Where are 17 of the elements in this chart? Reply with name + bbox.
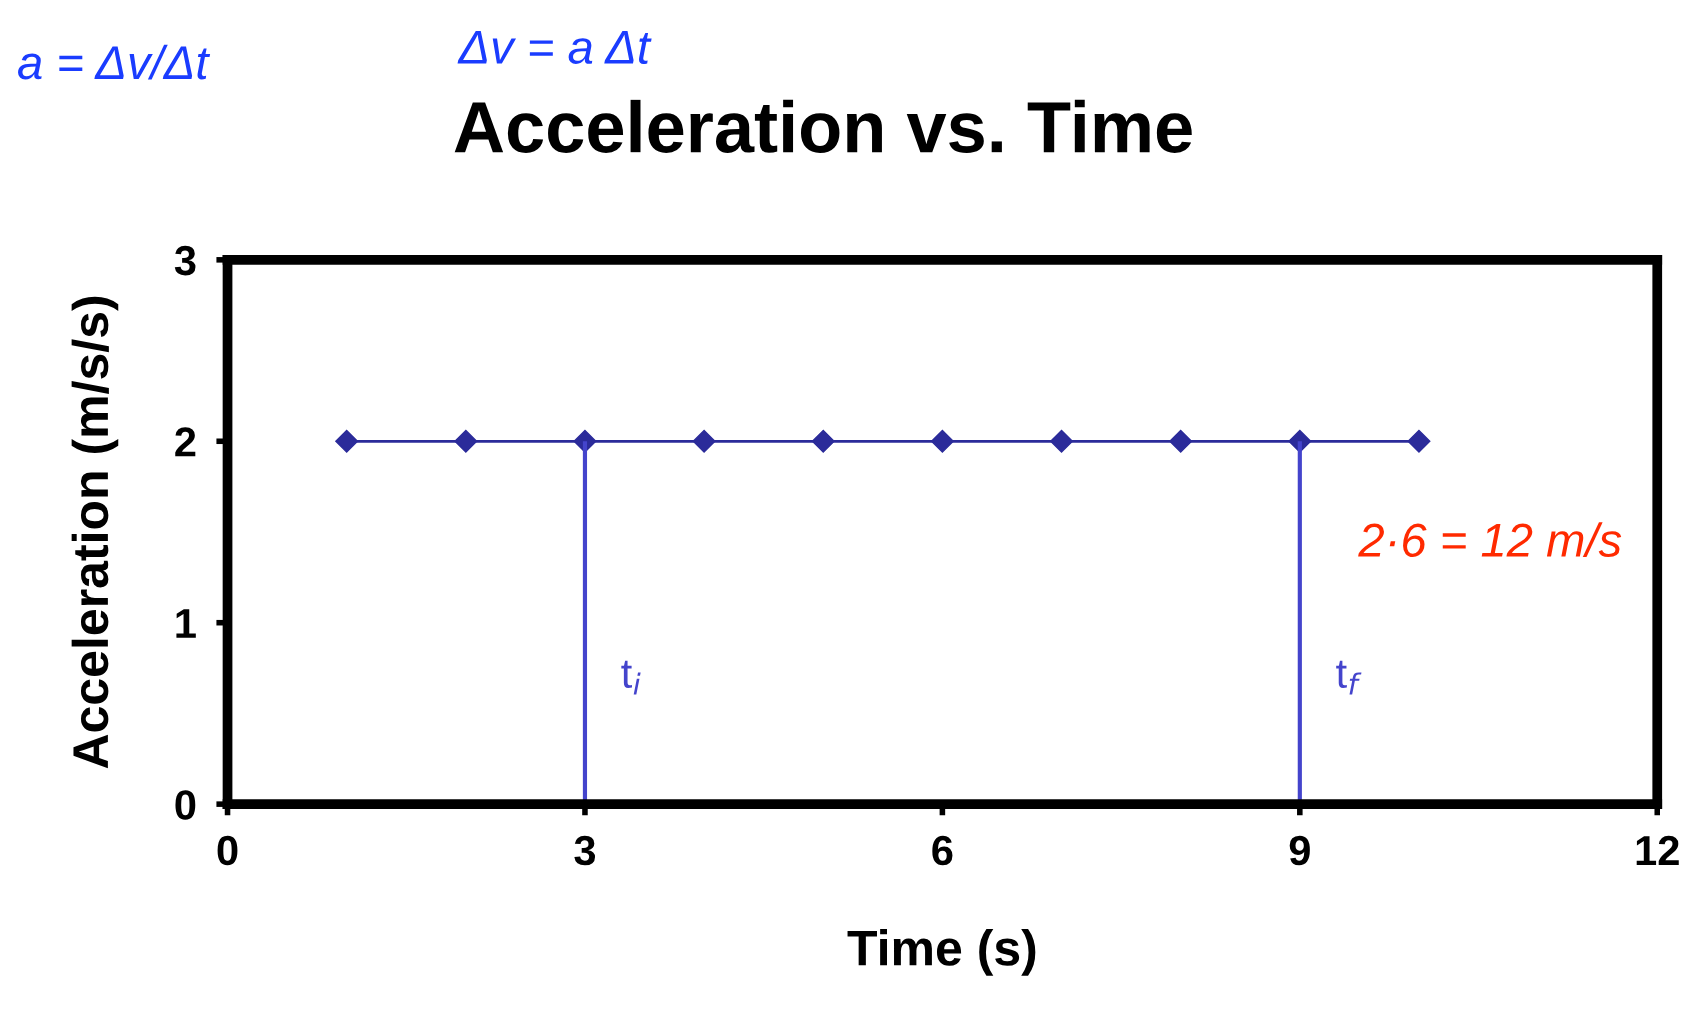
ref-line-label: t$_{f}$ bbox=[1336, 660, 1362, 695]
chart-title: Acceleration vs. Time bbox=[454, 99, 1192, 153]
y-tick-label: 0 bbox=[175, 790, 196, 820]
x-tick-label: 0 bbox=[217, 835, 238, 866]
x-tick-label: 6 bbox=[932, 835, 953, 866]
text: a = Δv/Δt bbox=[18, 44, 211, 80]
y-tick-label: 2 bbox=[175, 427, 196, 457]
annotation: 2·6 = 12 m/s bbox=[1358, 522, 1622, 557]
ref-line-label: t$_{i}$ bbox=[621, 660, 641, 695]
y-tick-label: 3 bbox=[174, 245, 196, 276]
x-tick-label: 9 bbox=[1289, 835, 1310, 866]
x-tick-label: 3 bbox=[574, 835, 596, 866]
y-tick-label: 1 bbox=[176, 609, 196, 638]
y-axis-title: Acceleration (m/s/s) bbox=[71, 296, 119, 769]
text: Δv = a Δt bbox=[457, 31, 652, 65]
x-tick-label: 12 bbox=[1636, 835, 1679, 865]
x-axis-title: Time (s) bbox=[847, 929, 1036, 976]
